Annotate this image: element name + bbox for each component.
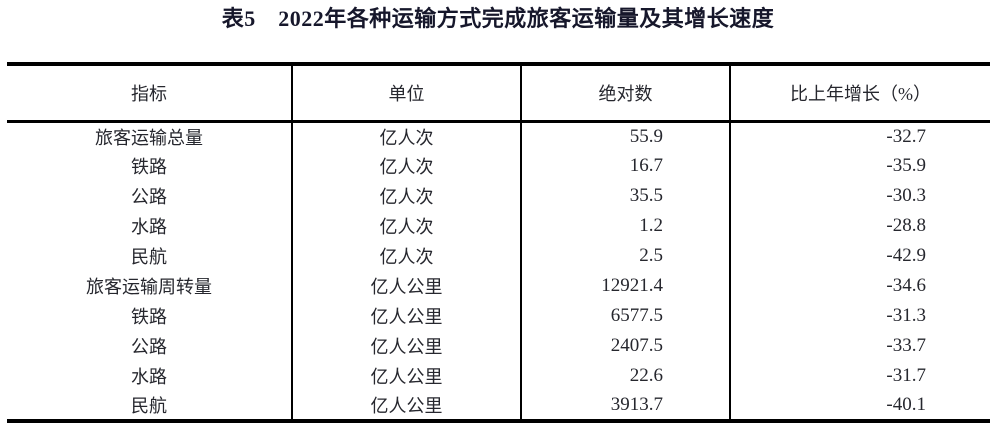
cell-value: 2.5 <box>521 241 731 271</box>
table-row: 水路 亿人次 1.2 -28.8 <box>7 211 990 241</box>
cell-indicator: 旅客运输周转量 <box>7 271 293 301</box>
cell-value: 2407.5 <box>521 331 731 361</box>
cell-value: 16.7 <box>521 151 731 181</box>
cell-growth: -33.7 <box>886 335 926 356</box>
cell-growth: -40.1 <box>886 394 926 415</box>
cell-indicator: 公路 <box>7 331 293 361</box>
cell-indicator: 民航 <box>7 391 293 421</box>
cell-indicator: 旅客运输总量 <box>7 121 293 151</box>
cell-unit: 亿人公里 <box>292 271 522 301</box>
table-row: 铁路 亿人公里 6577.5 -31.3 <box>7 301 990 331</box>
column-header-value: 绝对数 <box>521 64 731 123</box>
table-row: 旅客运输周转量 亿人公里 12921.4 -34.6 <box>7 271 990 301</box>
table-row: 旅客运输总量 亿人次 55.9 -32.7 <box>7 121 990 151</box>
cell-value: 12921.4 <box>521 271 731 301</box>
cell-indicator: 铁路 <box>7 301 293 331</box>
cell-growth: -35.9 <box>886 155 926 176</box>
cell-growth: -28.8 <box>886 215 926 236</box>
cell-indicator: 公路 <box>7 181 293 211</box>
table-title: 表5 2022年各种运输方式完成旅客运输量及其增长速度 <box>221 6 775 31</box>
cell-unit: 亿人次 <box>292 151 522 181</box>
cell-growth: -32.7 <box>886 125 926 147</box>
cell-indicator: 铁路 <box>7 151 293 181</box>
table-row: 民航 亿人次 2.5 -42.9 <box>7 241 990 271</box>
cell-growth: -42.9 <box>886 245 926 266</box>
column-header-growth: 比上年增长（%） <box>730 64 990 123</box>
cell-indicator: 水路 <box>7 361 293 391</box>
cell-unit: 亿人次 <box>292 181 522 211</box>
statistical-report-page: 表5 2022年各种运输方式完成旅客运输量及其增长速度 指标 单位 绝对数 比上年增长… <box>7 6 990 423</box>
cell-value: 6577.5 <box>521 301 731 331</box>
passenger-transport-table: 指标 单位 绝对数 比上年增长（%） 旅客运输总量 亿人次 55.9 -32.7 铁路 亿人次 1… <box>7 62 990 423</box>
table-body: 旅客运输总量 亿人次 55.9 -32.7 铁路 亿人次 16.7 -35.9 公路 亿人次 35.… <box>7 121 990 421</box>
cell-value: 22.6 <box>521 361 731 391</box>
table-row: 水路 亿人公里 22.6 -31.7 <box>7 361 990 391</box>
cell-indicator: 民航 <box>7 241 293 271</box>
cell-unit: 亿人次 <box>292 121 522 151</box>
cell-unit: 亿人公里 <box>292 331 522 361</box>
cell-unit: 亿人次 <box>292 241 522 271</box>
cell-growth: -34.6 <box>886 275 926 296</box>
table-header: 指标 单位 绝对数 比上年增长（%） <box>7 64 990 123</box>
cell-indicator: 水路 <box>7 211 293 241</box>
cell-growth: -31.7 <box>886 365 926 386</box>
cell-growth: -30.3 <box>886 185 926 206</box>
table-row: 民航 亿人公里 3913.7 -40.1 <box>7 391 990 421</box>
cell-value: 35.5 <box>521 181 731 211</box>
table-row: 公路 亿人次 35.5 -30.3 <box>7 181 990 211</box>
column-header-indicator: 指标 <box>7 64 293 123</box>
column-header-unit: 单位 <box>292 64 522 123</box>
cell-unit: 亿人公里 <box>292 301 522 331</box>
cell-unit: 亿人公里 <box>292 361 522 391</box>
cell-value: 55.9 <box>521 121 731 151</box>
table-row: 铁路 亿人次 16.7 -35.9 <box>7 151 990 181</box>
cell-unit: 亿人次 <box>292 211 522 241</box>
table-row: 公路 亿人公里 2407.5 -33.7 <box>7 331 990 361</box>
cell-unit: 亿人公里 <box>292 391 522 421</box>
cell-growth: -31.3 <box>886 305 926 326</box>
cell-value: 3913.7 <box>521 391 731 421</box>
cell-value: 1.2 <box>521 211 731 241</box>
header-row: 指标 单位 绝对数 比上年增长（%） <box>7 64 990 123</box>
